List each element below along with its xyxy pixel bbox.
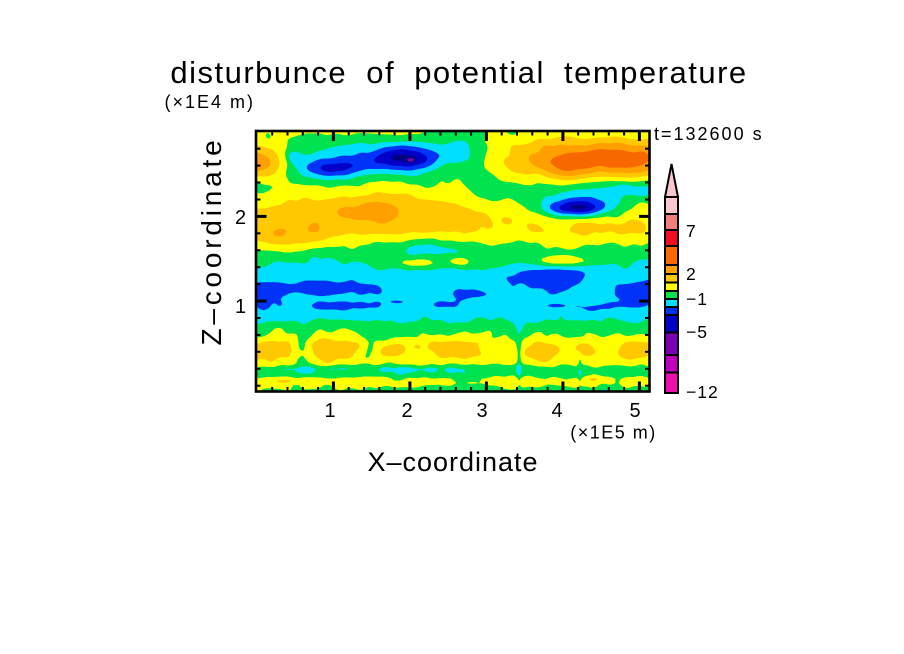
svg-text:7: 7 [686,221,697,241]
svg-text:disturbunce of potential tempe: disturbunce of potential temperature [170,55,747,90]
svg-text:2: 2 [235,207,246,229]
svg-text:5: 5 [629,400,640,422]
svg-text:4: 4 [551,400,562,422]
svg-text:1: 1 [324,400,335,422]
svg-text:t=132600 s: t=132600 s [654,124,764,144]
svg-text:−5: −5 [686,322,708,342]
svg-text:X–coordinate: X–coordinate [367,447,538,477]
svg-text:(×1E5 m): (×1E5 m) [570,423,657,443]
svg-text:2: 2 [686,264,697,284]
svg-text:3: 3 [476,400,487,422]
svg-text:(×1E4 m): (×1E4 m) [165,92,256,112]
svg-text:−1: −1 [686,289,708,309]
svg-text:Z–coordinate: Z–coordinate [196,136,227,345]
svg-text:−12: −12 [686,382,719,402]
svg-text:1: 1 [235,296,246,318]
svg-text:2: 2 [401,400,412,422]
